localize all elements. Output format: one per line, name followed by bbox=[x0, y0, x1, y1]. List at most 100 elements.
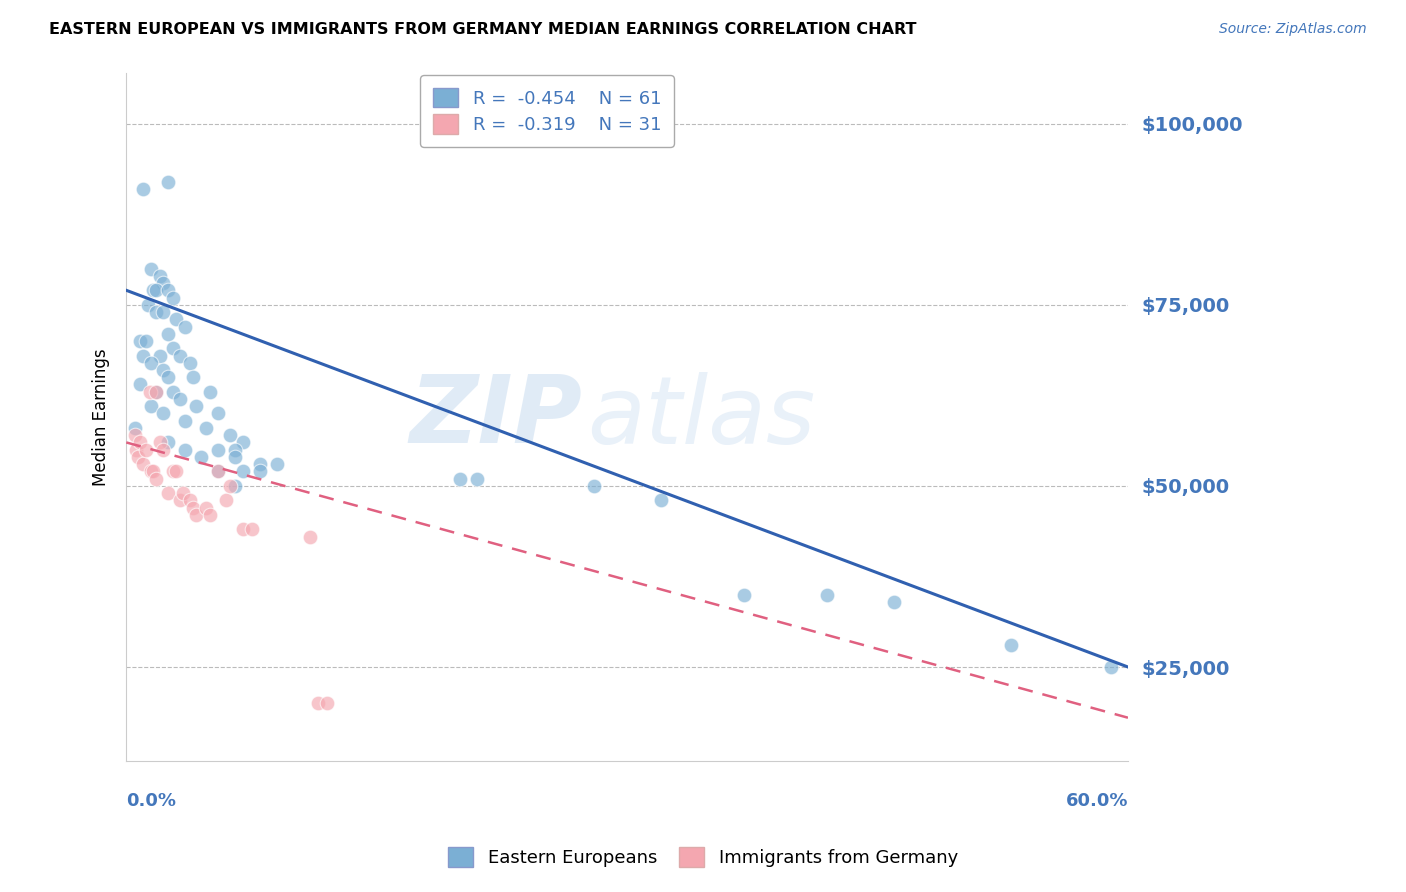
Point bbox=[157, 435, 180, 450]
Text: EASTERN EUROPEAN VS IMMIGRANTS FROM GERMANY MEDIAN EARNINGS CORRELATION CHART: EASTERN EUROPEAN VS IMMIGRANTS FROM GERM… bbox=[49, 22, 917, 37]
Point bbox=[215, 493, 238, 508]
Point bbox=[465, 472, 488, 486]
Point bbox=[141, 464, 163, 478]
Point bbox=[124, 428, 146, 442]
Point bbox=[132, 457, 155, 471]
Point bbox=[162, 464, 184, 478]
Point bbox=[141, 356, 163, 370]
Point bbox=[162, 341, 184, 355]
Point bbox=[169, 392, 191, 406]
Point bbox=[232, 464, 254, 478]
Point bbox=[195, 421, 218, 435]
Point bbox=[207, 442, 229, 457]
Point bbox=[128, 377, 150, 392]
Point bbox=[157, 486, 180, 500]
Point bbox=[132, 349, 155, 363]
Point bbox=[127, 450, 149, 464]
Text: Source: ZipAtlas.com: Source: ZipAtlas.com bbox=[1219, 22, 1367, 37]
Point bbox=[650, 493, 672, 508]
Point bbox=[198, 508, 221, 522]
Point bbox=[128, 435, 150, 450]
Point bbox=[218, 428, 240, 442]
Point bbox=[173, 414, 195, 428]
Text: ZIP: ZIP bbox=[409, 371, 582, 463]
Point bbox=[142, 283, 165, 297]
Point bbox=[138, 384, 160, 399]
Point bbox=[125, 442, 148, 457]
Point bbox=[135, 442, 157, 457]
Y-axis label: Median Earnings: Median Earnings bbox=[93, 348, 110, 486]
Point bbox=[218, 479, 240, 493]
Point bbox=[157, 175, 180, 189]
Point bbox=[249, 464, 271, 478]
Point bbox=[152, 363, 174, 377]
Point bbox=[179, 493, 201, 508]
Point bbox=[315, 696, 337, 710]
Point bbox=[162, 384, 184, 399]
Point bbox=[224, 450, 246, 464]
Point bbox=[141, 261, 163, 276]
Point bbox=[169, 493, 191, 508]
Point bbox=[190, 450, 212, 464]
Point bbox=[224, 479, 246, 493]
Point bbox=[149, 435, 172, 450]
Point bbox=[266, 457, 288, 471]
Point bbox=[733, 588, 755, 602]
Point bbox=[145, 384, 167, 399]
Point bbox=[307, 696, 329, 710]
Point bbox=[207, 407, 229, 421]
Point bbox=[157, 370, 180, 384]
Point bbox=[142, 464, 165, 478]
Point bbox=[128, 334, 150, 348]
Point bbox=[582, 479, 605, 493]
Point bbox=[232, 435, 254, 450]
Point bbox=[198, 384, 221, 399]
Point bbox=[135, 334, 157, 348]
Point bbox=[152, 407, 174, 421]
Point bbox=[298, 530, 321, 544]
Point bbox=[207, 464, 229, 478]
Point bbox=[186, 508, 208, 522]
Point bbox=[883, 595, 905, 609]
Point bbox=[224, 442, 246, 457]
Point bbox=[124, 421, 146, 435]
Point bbox=[157, 283, 180, 297]
Text: 0.0%: 0.0% bbox=[127, 792, 176, 810]
Point bbox=[157, 326, 180, 341]
Point bbox=[195, 500, 218, 515]
Point bbox=[136, 298, 159, 312]
Point bbox=[179, 356, 201, 370]
Point bbox=[145, 472, 167, 486]
Point bbox=[186, 399, 208, 413]
Point bbox=[149, 268, 172, 283]
Point bbox=[249, 457, 271, 471]
Point bbox=[207, 464, 229, 478]
Point bbox=[145, 384, 167, 399]
Point bbox=[449, 472, 471, 486]
Point bbox=[152, 276, 174, 290]
Point bbox=[1000, 638, 1022, 652]
Point bbox=[145, 305, 167, 319]
Point bbox=[145, 283, 167, 297]
Text: 60.0%: 60.0% bbox=[1066, 792, 1128, 810]
Point bbox=[1099, 660, 1122, 674]
Point bbox=[181, 500, 204, 515]
Point bbox=[162, 291, 184, 305]
Point bbox=[152, 305, 174, 319]
Point bbox=[169, 349, 191, 363]
Point bbox=[141, 399, 163, 413]
Point bbox=[173, 442, 195, 457]
Point bbox=[165, 464, 187, 478]
Legend: R =  -0.454    N = 61, R =  -0.319    N = 31: R = -0.454 N = 61, R = -0.319 N = 31 bbox=[420, 75, 673, 146]
Point bbox=[149, 349, 172, 363]
Point bbox=[132, 182, 155, 196]
Text: atlas: atlas bbox=[588, 372, 815, 463]
Point bbox=[172, 486, 194, 500]
Point bbox=[152, 442, 174, 457]
Point bbox=[240, 522, 263, 536]
Point bbox=[817, 588, 839, 602]
Point bbox=[165, 312, 187, 326]
Legend: Eastern Europeans, Immigrants from Germany: Eastern Europeans, Immigrants from Germa… bbox=[441, 839, 965, 874]
Point bbox=[181, 370, 204, 384]
Point bbox=[173, 319, 195, 334]
